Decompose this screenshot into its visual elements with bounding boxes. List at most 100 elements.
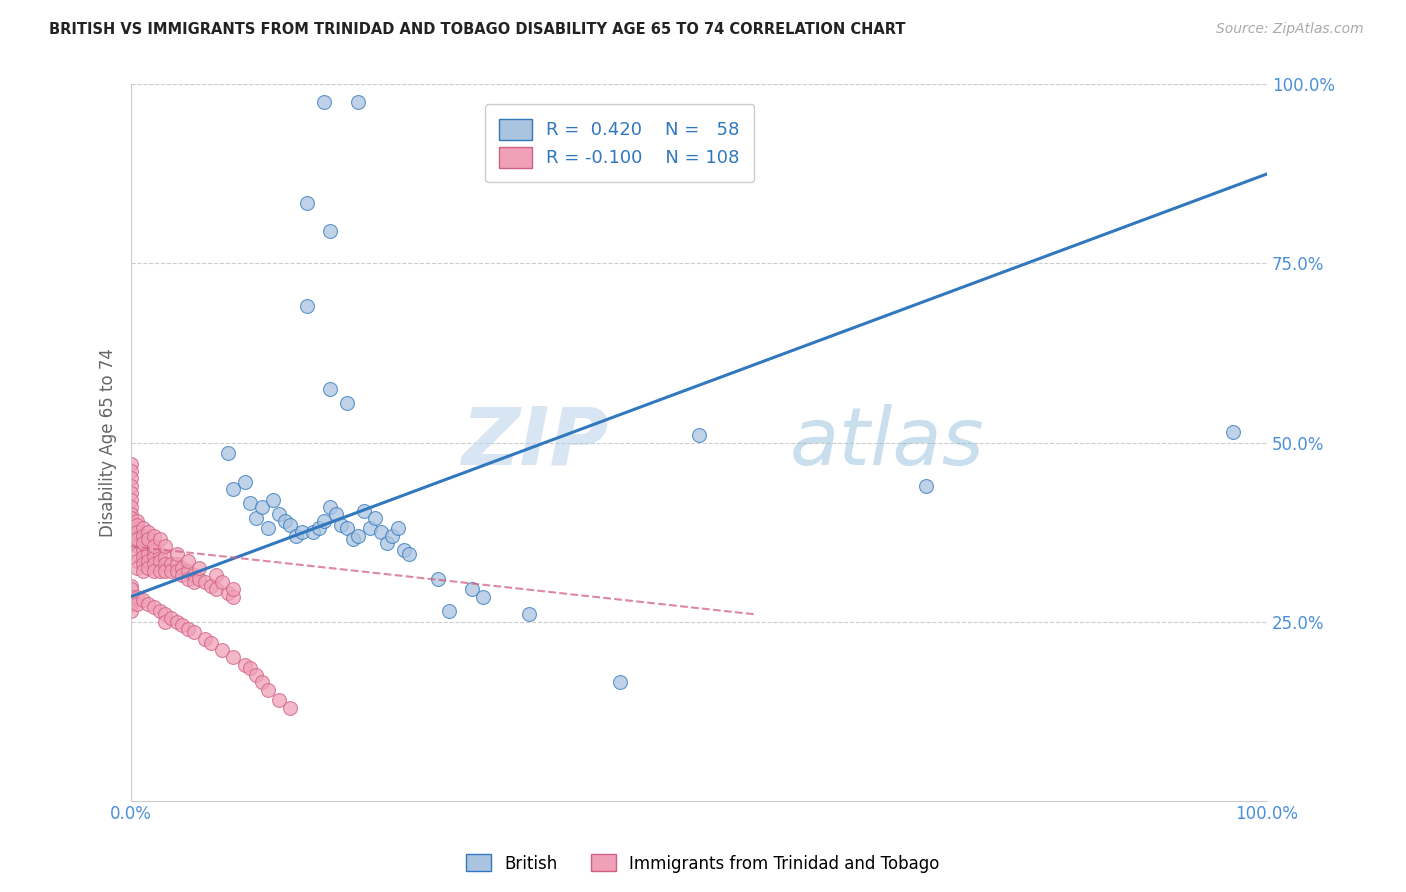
Point: [166, 615, 188, 629]
Point: [166, 565, 188, 579]
Point: [609, 675, 631, 690]
Point: [143, 550, 166, 565]
Text: ZIP: ZIP: [461, 403, 609, 482]
Point: [336, 521, 359, 535]
Point: [125, 532, 148, 546]
Point: [136, 532, 159, 546]
Point: [120, 471, 142, 485]
Text: Source: ZipAtlas.com: Source: ZipAtlas.com: [1216, 22, 1364, 37]
Point: [267, 693, 290, 707]
Point: [155, 615, 177, 629]
Point: [120, 485, 142, 500]
Point: [125, 547, 148, 561]
Point: [461, 582, 484, 597]
Point: [302, 524, 325, 539]
Point: [125, 590, 148, 604]
Point: [688, 428, 710, 442]
Point: [155, 540, 177, 554]
Point: [330, 517, 353, 532]
Point: [131, 528, 153, 542]
Point: [131, 558, 153, 572]
Point: [131, 543, 153, 558]
Point: [120, 582, 142, 597]
Point: [143, 543, 166, 558]
Point: [353, 503, 375, 517]
Point: [136, 554, 159, 568]
Point: [125, 540, 148, 554]
Point: [125, 597, 148, 611]
Point: [222, 482, 245, 496]
Point: [131, 521, 153, 535]
Point: [387, 521, 409, 535]
Point: [319, 500, 342, 514]
Point: [131, 536, 153, 550]
Point: [120, 604, 142, 618]
Legend: R =  0.420    N =   58, R = -0.100    N = 108: R = 0.420 N = 58, R = -0.100 N = 108: [485, 104, 754, 182]
Point: [160, 611, 183, 625]
Point: [172, 561, 194, 575]
Point: [149, 604, 172, 618]
Point: [319, 224, 342, 238]
Point: [131, 565, 153, 579]
Point: [308, 521, 330, 535]
Point: [166, 547, 188, 561]
Point: [149, 547, 172, 561]
Point: [239, 496, 262, 510]
Point: [149, 554, 172, 568]
Point: [120, 457, 142, 471]
Point: [314, 95, 336, 110]
Point: [347, 528, 370, 542]
Point: [233, 475, 256, 489]
Point: [250, 500, 273, 514]
Point: [149, 565, 172, 579]
Point: [120, 507, 142, 521]
Point: [262, 492, 284, 507]
Point: [120, 492, 142, 507]
Point: [125, 517, 148, 532]
Point: [370, 524, 392, 539]
Text: atlas: atlas: [790, 403, 984, 482]
Point: [177, 572, 200, 586]
Point: [125, 532, 148, 546]
Point: [278, 700, 301, 714]
Point: [120, 590, 142, 604]
Point: [125, 554, 148, 568]
Point: [222, 590, 245, 604]
Point: [245, 668, 267, 682]
Point: [273, 514, 295, 528]
Point: [155, 607, 177, 622]
Point: [125, 561, 148, 575]
Point: [375, 536, 398, 550]
Point: [915, 478, 938, 492]
Point: [131, 550, 153, 565]
Point: [439, 604, 461, 618]
Point: [222, 582, 245, 597]
Point: [200, 579, 222, 593]
Point: [160, 565, 183, 579]
Point: [194, 575, 217, 590]
Point: [194, 632, 217, 647]
Point: [188, 572, 211, 586]
Point: [125, 521, 148, 535]
Point: [222, 650, 245, 665]
Point: [149, 532, 172, 546]
Point: [136, 540, 159, 554]
Point: [297, 195, 319, 210]
Point: [211, 575, 233, 590]
Point: [239, 661, 262, 675]
Point: [205, 568, 228, 582]
Point: [143, 558, 166, 572]
Point: [120, 579, 142, 593]
Point: [1222, 425, 1244, 439]
Point: [256, 521, 278, 535]
Point: [392, 543, 415, 558]
Point: [314, 514, 336, 528]
Point: [517, 607, 540, 622]
Point: [136, 597, 159, 611]
Point: [325, 507, 347, 521]
Point: [183, 568, 205, 582]
Point: [136, 524, 159, 539]
Point: [177, 554, 200, 568]
Point: [143, 528, 166, 542]
Point: [120, 500, 142, 514]
